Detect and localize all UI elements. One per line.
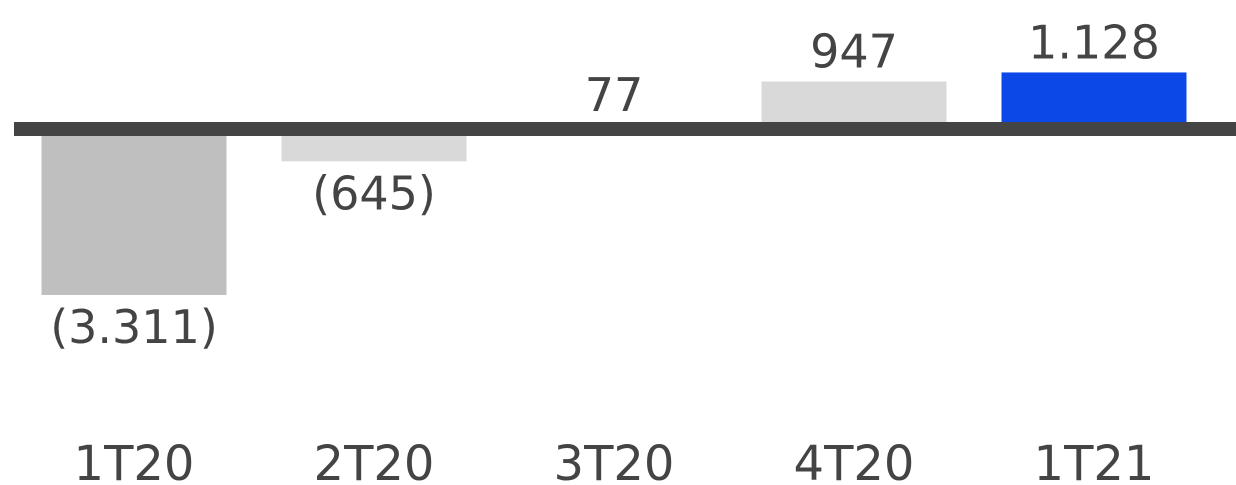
zero-axis-line	[14, 122, 1236, 136]
category-label-1T20: 1T20	[74, 436, 195, 485]
bar-1T21	[1001, 72, 1187, 129]
category-label-2T20: 2T20	[314, 436, 435, 485]
value-label-2T20: (645)	[312, 166, 436, 220]
category-label-4T20: 4T20	[794, 436, 915, 485]
value-label-1T20: (3.311)	[50, 300, 218, 354]
category-label-3T20: 3T20	[554, 436, 675, 485]
value-label-3T20: 77	[585, 68, 644, 122]
bar-4T20	[761, 81, 947, 129]
value-label-1T21: 1.128	[1028, 15, 1160, 69]
value-labels-group: (3.311) (645) 77 947 1.128	[50, 15, 1160, 354]
bar-1T20	[41, 129, 227, 295]
category-labels-group: 1T20 2T20 3T20 4T20 1T21	[74, 436, 1155, 485]
category-label-1T21: 1T21	[1034, 436, 1155, 485]
value-label-4T20: 947	[810, 25, 898, 79]
